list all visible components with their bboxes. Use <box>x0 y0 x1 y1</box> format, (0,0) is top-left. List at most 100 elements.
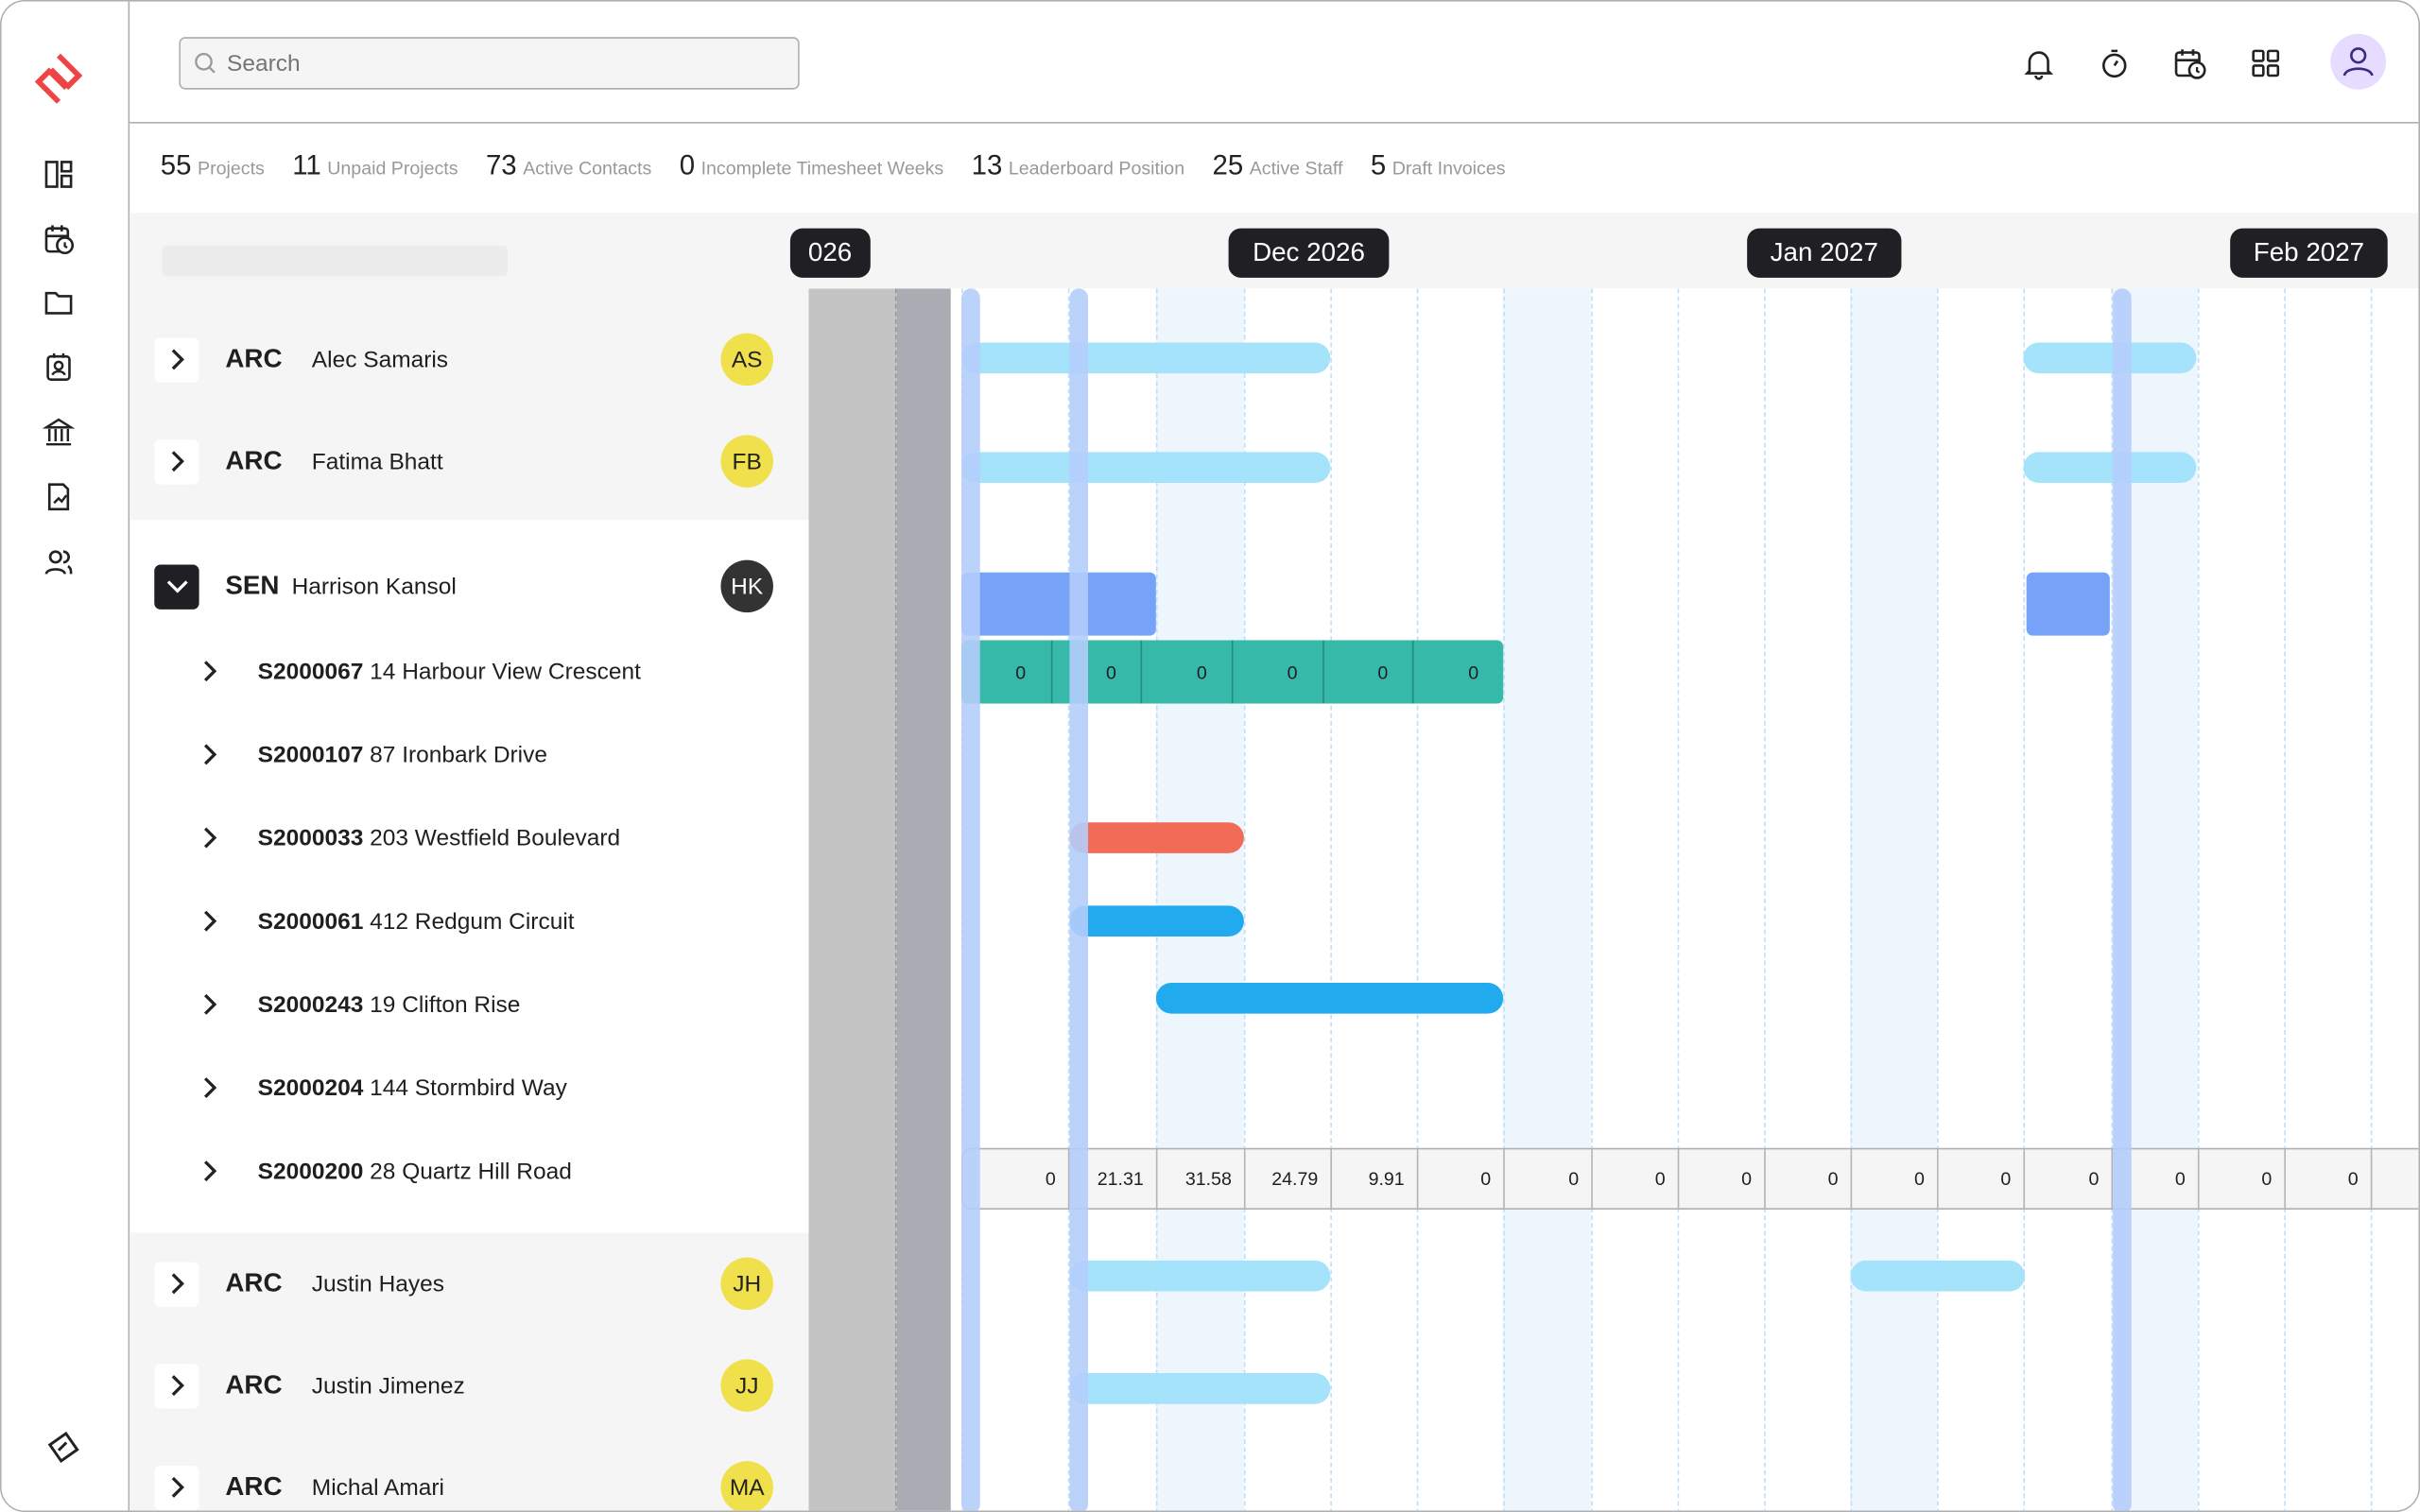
stat-incomplete-timesheets[interactable]: 0 Incomplete Timesheet Weeks <box>680 149 944 181</box>
bell-icon[interactable] <box>2022 46 2056 80</box>
stat-unpaid-projects[interactable]: 11 Unpaid Projects <box>292 149 458 181</box>
staff-name: Justin Jimenez <box>311 1372 465 1399</box>
chevron-right-icon[interactable] <box>198 909 222 934</box>
staff-name: Justin Hayes <box>311 1270 444 1297</box>
stat-active-staff[interactable]: 25 Active Staff <box>1212 149 1342 181</box>
stats-bar: 55 Projects 11 Unpaid Projects 73 Active Co… <box>161 149 1506 181</box>
dashboard-icon[interactable] <box>42 158 76 192</box>
staff-row-expanded[interactable]: SEN Harrison Kansol HK <box>130 556 808 617</box>
hours-cell: 0 <box>963 1149 1070 1209</box>
hours-cell: 0 <box>2286 1149 2373 1209</box>
user-avatar-button[interactable] <box>2330 33 2387 90</box>
chevron-right-icon[interactable] <box>198 825 222 850</box>
brand-logo-icon[interactable] <box>31 51 87 107</box>
project-bar[interactable] <box>1069 822 1244 853</box>
avatar: FB <box>720 435 773 488</box>
sidebar <box>1 1 130 1511</box>
project-row[interactable]: S2000067 14 Harbour View Crescent <box>130 641 808 702</box>
staff-row[interactable]: ARC Alec Samaris AS <box>130 329 808 390</box>
allocation-cell[interactable]: 0 <box>1143 640 1234 704</box>
timer-icon[interactable] <box>2098 46 2132 80</box>
chevron-down-icon <box>165 580 187 593</box>
month-label: Jan 2027 <box>1747 228 1902 278</box>
contact-card-icon[interactable] <box>42 351 76 385</box>
chevron-right-icon[interactable] <box>198 1075 222 1100</box>
allocation-cell[interactable]: 0 <box>1468 661 1479 683</box>
search-box[interactable] <box>179 37 800 90</box>
project-id: S2000204 <box>257 1074 364 1101</box>
allocation-cell[interactable]: 0 <box>1323 640 1415 704</box>
leave-block[interactable] <box>961 572 1156 636</box>
allocation-bar[interactable] <box>961 342 1331 374</box>
search-input[interactable] <box>226 50 768 77</box>
chevron-right-icon[interactable] <box>198 1159 222 1183</box>
report-icon[interactable] <box>42 480 76 514</box>
day-gridline <box>1243 288 1246 1511</box>
stat-label: Incomplete Timesheet Weeks <box>700 157 944 180</box>
project-bar[interactable] <box>1155 982 1504 1014</box>
grid-icon[interactable] <box>2249 46 2283 80</box>
expand-button[interactable] <box>154 438 199 484</box>
leave-block[interactable] <box>2026 572 2110 636</box>
project-row[interactable]: S2000061 412 Redgum Circuit <box>130 890 808 952</box>
chevron-right-icon[interactable] <box>198 992 222 1017</box>
project-address: 203 Westfield Boulevard <box>370 824 621 851</box>
project-bar[interactable] <box>1069 905 1244 937</box>
today-marker <box>2113 288 2132 1511</box>
project-id: S2000243 <box>257 990 364 1018</box>
allocation-bar[interactable] <box>1069 1260 1331 1292</box>
loading-placeholder <box>162 245 509 277</box>
project-row[interactable]: S2000200 28 Quartz Hill Road <box>130 1141 808 1202</box>
allocation-bar[interactable] <box>961 452 1331 484</box>
avatar: JH <box>720 1257 773 1311</box>
allocation-row[interactable]: 0 0 0 0 0 0 <box>961 640 1504 704</box>
collapse-button[interactable] <box>154 563 199 610</box>
staff-row[interactable]: ARC Justin Hayes JH <box>130 1253 808 1314</box>
users-icon[interactable] <box>42 544 76 578</box>
project-row[interactable]: S2000243 19 Clifton Rise <box>130 973 808 1035</box>
staff-row[interactable]: ARC Justin Jimenez JJ <box>130 1354 808 1416</box>
stat-active-contacts[interactable]: 73 Active Contacts <box>486 149 651 181</box>
allocation-bar[interactable] <box>1850 1260 2026 1292</box>
staff-name: Michal Amari <box>311 1473 444 1501</box>
stat-label: Draft Invoices <box>1392 157 1506 180</box>
day-gridline <box>1591 288 1593 1511</box>
allocation-cell[interactable]: 0 <box>1052 640 1143 704</box>
left-panel-header <box>130 213 809 289</box>
staff-row[interactable]: ARC Fatima Bhatt FB <box>130 431 808 492</box>
staff-row[interactable]: ARC Michal Amari MA <box>130 1456 808 1511</box>
gantt-timeline[interactable]: 0 0 0 0 0 0 0 21.31 31.58 24.79 9.91 0 0 0 0 0 0 0 0… <box>808 288 2419 1511</box>
project-row[interactable]: S2000107 87 Ironbark Drive <box>130 724 808 785</box>
today-marker <box>1069 288 1089 1511</box>
calendar-clock-icon[interactable] <box>42 222 76 256</box>
staff-role: ARC <box>225 344 283 374</box>
stat-leaderboard[interactable]: 13 Leaderboard Position <box>972 149 1185 181</box>
day-gridline <box>2197 288 2200 1511</box>
collapse-logo-icon[interactable] <box>44 1430 81 1467</box>
allocation-bar[interactable] <box>1069 1373 1331 1404</box>
allocation-cell[interactable]: 0 <box>1234 640 1324 704</box>
chevron-right-icon[interactable] <box>198 742 222 766</box>
weekend-column <box>1850 288 1937 1511</box>
avatar: MA <box>720 1461 773 1511</box>
project-row[interactable]: S2000204 144 Stormbird Way <box>130 1057 808 1118</box>
allocation-cell[interactable]: 0 <box>961 640 1052 704</box>
stat-draft-invoices[interactable]: 5 Draft Invoices <box>1371 149 1506 181</box>
staff-role: SEN <box>225 571 280 601</box>
chevron-right-icon <box>170 1273 184 1295</box>
bank-icon[interactable] <box>42 415 76 449</box>
chevron-right-icon <box>170 349 184 370</box>
expand-button[interactable] <box>154 1261 199 1307</box>
expand-button[interactable] <box>154 1465 199 1510</box>
project-row[interactable]: S2000033 203 Westfield Boulevard <box>130 807 808 868</box>
chevron-right-icon[interactable] <box>198 659 222 683</box>
folder-icon[interactable] <box>42 285 76 319</box>
hours-cell: 9.91 <box>1332 1149 1419 1209</box>
expand-button[interactable] <box>154 1363 199 1408</box>
day-gridline <box>2111 288 2114 1511</box>
allocation-bar[interactable] <box>2023 452 2197 484</box>
calendar-clock-icon[interactable] <box>2173 46 2207 80</box>
allocation-bar[interactable] <box>2023 342 2197 374</box>
stat-projects[interactable]: 55 Projects <box>161 149 265 181</box>
expand-button[interactable] <box>154 336 199 383</box>
